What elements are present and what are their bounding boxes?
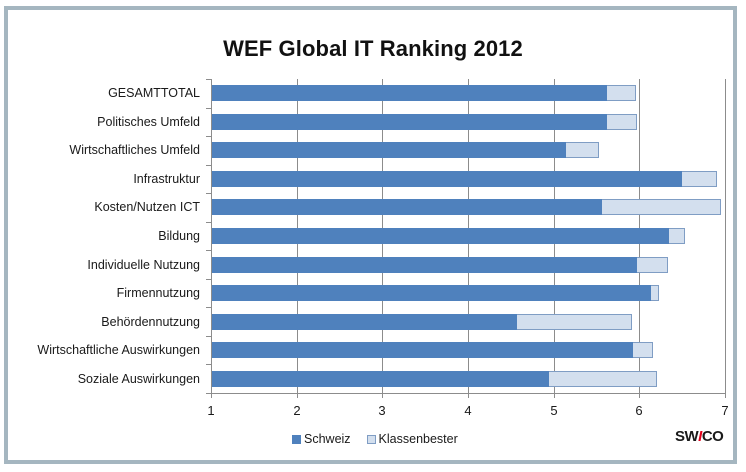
legend-item-klassenbester: Klassenbester: [366, 432, 458, 446]
category-label: Soziale Auswirkungen: [77, 372, 200, 386]
gridline: [725, 79, 726, 393]
bar-schweiz: [212, 342, 634, 358]
y-tick: [206, 307, 211, 308]
legend-swatch-klassenbester: [366, 434, 376, 444]
logo-accent: I: [698, 428, 702, 445]
bar-schweiz: [212, 199, 603, 215]
x-tick-label: 2: [293, 403, 301, 418]
legend-item-schweiz: Schweiz: [292, 432, 351, 446]
y-tick: [206, 136, 211, 137]
bar-schweiz: [212, 171, 683, 187]
y-tick: [206, 364, 211, 365]
x-tick: [725, 393, 726, 398]
x-tick-label: 4: [464, 403, 472, 418]
swico-logo: SWICO: [675, 428, 724, 445]
x-tick-label: 1: [207, 403, 215, 418]
legend-label-klassenbester: Klassenbester: [378, 432, 458, 446]
x-tick: [468, 393, 469, 398]
category-label: Infrastruktur: [133, 172, 200, 186]
x-tick: [554, 393, 555, 398]
category-label: Behördennutzung: [101, 315, 200, 329]
bar-schweiz: [212, 257, 637, 273]
category-label: Wirtschaftliches Umfeld: [69, 143, 200, 157]
logo-text-end: CO: [701, 428, 724, 445]
category-label: GESAMTTOTAL: [108, 86, 200, 100]
bar-schweiz: [212, 314, 517, 330]
bar-schweiz: [212, 371, 549, 387]
legend-swatch-schweiz: [292, 434, 301, 444]
y-tick: [206, 108, 211, 109]
bar-schweiz: [212, 114, 607, 130]
category-label: Wirtschaftliche Auswirkungen: [37, 343, 200, 357]
bar-schweiz: [212, 85, 607, 101]
bar-schweiz: [212, 142, 566, 158]
category-label: Politisches Umfeld: [97, 115, 200, 129]
x-tick: [297, 393, 298, 398]
x-tick: [382, 393, 383, 398]
logo-text-start: SW: [675, 428, 699, 445]
y-tick: [206, 279, 211, 280]
plot-area: [206, 79, 726, 398]
y-tick: [206, 250, 211, 251]
y-tick: [206, 393, 211, 394]
x-tick: [211, 393, 212, 398]
category-label: Kosten/Nutzen ICT: [94, 200, 200, 214]
x-tick-label: 3: [378, 403, 386, 418]
x-tick-label: 7: [721, 403, 729, 418]
y-axis: [211, 79, 212, 393]
bar-schweiz: [212, 228, 670, 244]
bar-schweiz: [212, 285, 652, 301]
y-tick: [206, 79, 211, 80]
legend: Schweiz Klassenbester: [292, 432, 474, 446]
legend-label-schweiz: Schweiz: [304, 432, 351, 446]
category-label: Bildung: [158, 229, 200, 243]
x-tick: [639, 393, 640, 398]
y-tick: [206, 193, 211, 194]
x-tick-label: 6: [635, 403, 643, 418]
y-tick: [206, 336, 211, 337]
y-tick: [206, 165, 211, 166]
chart-title: WEF Global IT Ranking 2012: [223, 36, 523, 61]
category-label: Individuelle Nutzung: [87, 258, 200, 272]
y-tick: [206, 222, 211, 223]
x-tick-label: 5: [550, 403, 558, 418]
category-label: Firmennutzung: [116, 286, 200, 300]
